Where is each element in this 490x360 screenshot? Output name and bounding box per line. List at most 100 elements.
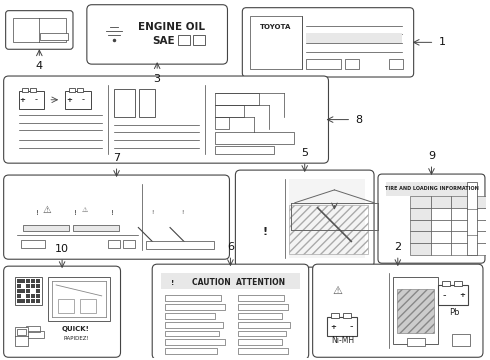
Bar	[77, 88, 83, 92]
Bar	[306, 33, 402, 43]
Text: RAPIDEZ!: RAPIDEZ!	[63, 336, 89, 341]
Bar	[165, 313, 215, 319]
Bar	[439, 285, 468, 305]
Bar	[238, 339, 282, 345]
Bar	[471, 196, 490, 208]
Bar	[215, 93, 259, 105]
Bar	[454, 281, 462, 286]
Text: 6: 6	[227, 242, 234, 252]
Bar	[26, 284, 30, 288]
Text: CAUTION  ATTENTION: CAUTION ATTENTION	[192, 278, 285, 287]
Bar	[442, 281, 450, 286]
Bar	[147, 242, 214, 249]
Bar	[467, 182, 477, 255]
Bar	[238, 321, 290, 328]
Bar	[17, 294, 21, 298]
Bar	[123, 240, 135, 248]
Bar	[17, 289, 21, 293]
Bar	[36, 294, 40, 298]
Bar	[69, 88, 75, 92]
Bar	[410, 208, 432, 220]
Bar	[306, 59, 342, 69]
Bar	[289, 179, 365, 258]
Bar	[17, 329, 26, 336]
Bar	[327, 317, 357, 337]
Text: !: !	[181, 210, 183, 215]
Bar	[17, 284, 21, 288]
Text: 3: 3	[154, 74, 161, 84]
Text: !: !	[263, 228, 268, 238]
Bar	[215, 146, 274, 154]
Bar	[22, 279, 25, 283]
Bar	[389, 59, 403, 69]
Bar	[451, 196, 471, 208]
Bar	[17, 279, 21, 283]
Text: !: !	[151, 210, 153, 215]
Text: 5: 5	[301, 148, 308, 158]
Bar	[238, 313, 282, 319]
Bar	[26, 325, 40, 332]
Text: ⚠: ⚠	[332, 286, 343, 296]
Bar	[471, 231, 490, 243]
Bar	[397, 289, 435, 333]
Text: 9: 9	[428, 151, 435, 161]
Text: !: !	[111, 210, 114, 216]
Bar	[471, 208, 490, 220]
Text: 8: 8	[356, 114, 363, 125]
Bar	[165, 304, 224, 310]
Bar	[24, 330, 44, 338]
Bar	[17, 299, 21, 303]
Text: TOYOTA: TOYOTA	[260, 24, 292, 31]
Bar	[343, 313, 351, 318]
Bar	[40, 33, 68, 40]
Bar	[161, 273, 300, 289]
Text: +: +	[459, 292, 465, 298]
Text: -: -	[81, 95, 84, 104]
Text: +: +	[66, 97, 72, 103]
Bar	[238, 295, 284, 301]
Bar	[471, 220, 490, 231]
Text: +: +	[330, 324, 336, 329]
Bar	[26, 299, 30, 303]
FancyBboxPatch shape	[3, 175, 229, 259]
Bar	[23, 88, 28, 92]
Bar	[108, 240, 120, 248]
Bar	[215, 105, 245, 117]
Bar	[19, 91, 44, 109]
Bar	[36, 279, 40, 283]
Bar	[345, 59, 359, 69]
Bar	[65, 91, 91, 109]
Bar	[165, 339, 224, 345]
Bar	[22, 289, 25, 293]
Bar	[410, 220, 432, 231]
Bar	[432, 243, 451, 255]
Bar	[15, 327, 28, 346]
Bar	[238, 348, 288, 354]
Bar	[36, 284, 40, 288]
Bar	[178, 35, 190, 45]
Bar	[289, 205, 368, 254]
Text: Pb: Pb	[449, 308, 460, 317]
Text: 10: 10	[55, 244, 69, 254]
Bar	[432, 231, 451, 243]
Circle shape	[390, 205, 400, 215]
Text: !: !	[172, 280, 174, 286]
Bar	[26, 279, 30, 283]
Bar	[193, 35, 205, 45]
Bar	[165, 321, 222, 328]
Text: !: !	[36, 210, 39, 216]
Bar	[165, 348, 217, 354]
Bar	[238, 304, 288, 310]
Bar	[26, 289, 30, 293]
Bar	[410, 243, 432, 255]
Bar	[250, 15, 302, 69]
Text: +: +	[20, 97, 25, 103]
Text: QUICK!: QUICK!	[62, 325, 90, 332]
Text: TIRE AND LOADING INFORMATION: TIRE AND LOADING INFORMATION	[385, 186, 478, 192]
Bar	[30, 88, 36, 92]
Text: ⚠: ⚠	[43, 205, 51, 215]
Bar	[73, 225, 119, 231]
Bar	[114, 89, 135, 117]
FancyBboxPatch shape	[313, 264, 483, 357]
Bar	[410, 196, 432, 208]
